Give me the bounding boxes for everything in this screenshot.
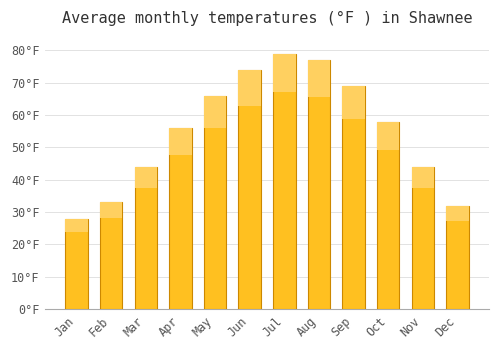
- Bar: [342, 86, 365, 119]
- Bar: [100, 202, 122, 218]
- Bar: [273, 54, 295, 92]
- Bar: [273, 54, 295, 309]
- Bar: [169, 128, 192, 155]
- Bar: [377, 121, 400, 150]
- Bar: [412, 167, 434, 309]
- Bar: [100, 202, 122, 309]
- Bar: [169, 128, 192, 309]
- Bar: [66, 218, 88, 232]
- Bar: [308, 60, 330, 309]
- Bar: [342, 86, 365, 309]
- Bar: [446, 205, 468, 221]
- Bar: [238, 70, 261, 309]
- Bar: [204, 96, 227, 309]
- Bar: [412, 167, 434, 188]
- Bar: [66, 218, 88, 309]
- Bar: [134, 167, 157, 309]
- Bar: [446, 205, 468, 309]
- Bar: [377, 121, 400, 309]
- Bar: [308, 60, 330, 97]
- Bar: [134, 167, 157, 188]
- Bar: [238, 70, 261, 106]
- Bar: [204, 96, 227, 128]
- Title: Average monthly temperatures (°F ) in Shawnee: Average monthly temperatures (°F ) in Sh…: [62, 11, 472, 26]
